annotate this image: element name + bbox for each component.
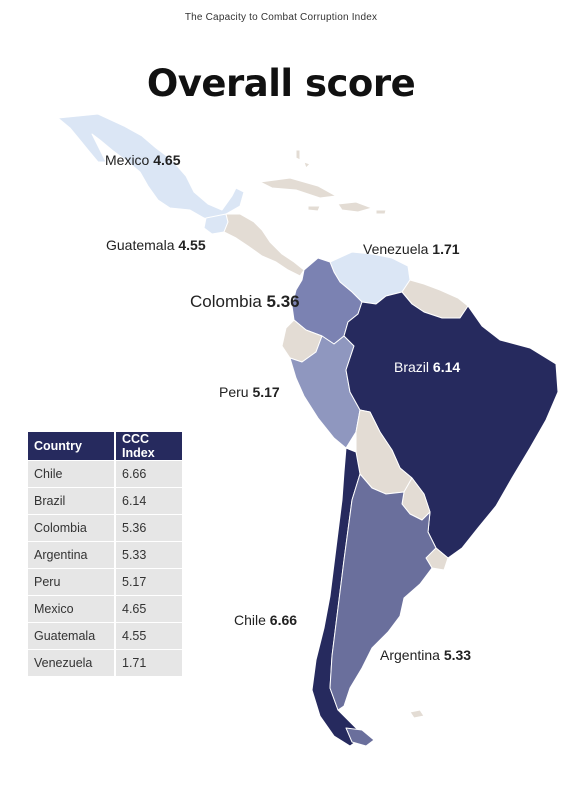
report-header-title: The Capacity to Combat Corruption Index: [184, 12, 378, 23]
region-argentina: [329, 473, 437, 711]
table-row: Guatemala 4.55: [28, 622, 182, 649]
label-brazil: Brazil 6.14: [394, 359, 460, 375]
label-brazil-name: Brazil: [394, 359, 430, 375]
ccc-index-table: Country CCC Index Chile 6.66 Brazil 6.14 C…: [28, 432, 182, 676]
label-chile-name: Chile: [234, 612, 266, 628]
label-argentina: Argentina 5.33: [380, 647, 471, 663]
table-row: Chile 6.66: [28, 460, 182, 487]
table-cell-score: 5.33: [116, 541, 182, 568]
table-row: Peru 5.17: [28, 568, 182, 595]
table-cell-score: 5.17: [116, 568, 182, 595]
label-argentina-name: Argentina: [380, 647, 440, 663]
label-colombia-name: Colombia: [190, 292, 262, 311]
region-cuba: [259, 177, 337, 199]
label-guatemala-name: Guatemala: [106, 237, 175, 253]
table-cell-score: 4.65: [116, 595, 182, 622]
label-mexico-score: 4.65: [153, 152, 181, 168]
label-chile: Chile 6.66: [234, 612, 297, 628]
region-hispaniola: [337, 201, 373, 213]
table-header-row: Country CCC Index: [28, 432, 182, 460]
label-peru: Peru 5.17: [219, 384, 280, 400]
region-bahamas: [295, 149, 311, 169]
table-row: Venezuela 1.71: [28, 649, 182, 676]
table-row: Brazil 6.14: [28, 487, 182, 514]
table-row: Colombia 5.36: [28, 514, 182, 541]
table-cell-country: Guatemala: [28, 622, 116, 649]
table-cell-score: 1.71: [116, 649, 182, 676]
label-venezuela-name: Venezuela: [363, 241, 429, 257]
label-chile-score: 6.66: [269, 612, 298, 628]
region-tierra-del-fuego: [345, 727, 375, 747]
table-cell-score: 4.55: [116, 622, 182, 649]
map-title: Overall score: [146, 62, 416, 105]
region-mexico: [57, 113, 245, 223]
table-cell-country: Peru: [28, 568, 116, 595]
label-brazil-score: 6.14: [432, 359, 461, 375]
label-colombia-score: 5.36: [266, 292, 300, 311]
label-venezuela: Venezuela 1.71: [363, 241, 460, 257]
label-peru-score: 5.17: [252, 384, 280, 400]
table-row: Mexico 4.65: [28, 595, 182, 622]
region-jamaica: [307, 205, 321, 212]
table-cell-score: 6.66: [116, 460, 182, 487]
label-colombia: Colombia 5.36: [190, 292, 300, 312]
label-argentina-score: 5.33: [443, 647, 472, 663]
table-cell-country: Argentina: [28, 541, 116, 568]
label-guatemala: Guatemala 4.55: [106, 237, 206, 253]
region-falklands: [409, 709, 425, 719]
label-mexico: Mexico 4.65: [105, 152, 181, 168]
table-row: Argentina 5.33: [28, 541, 182, 568]
table-cell-country: Brazil: [28, 487, 116, 514]
table-cell-country: Venezuela: [28, 649, 116, 676]
label-mexico-name: Mexico: [105, 152, 150, 168]
table-cell-country: Colombia: [28, 514, 116, 541]
region-central-america: [223, 213, 305, 277]
table-cell-country: Mexico: [28, 595, 116, 622]
table-cell-score: 5.36: [116, 514, 182, 541]
column-header-ccc-index: CCC Index: [116, 432, 182, 460]
table-cell-country: Chile: [28, 460, 116, 487]
table-cell-score: 6.14: [116, 487, 182, 514]
region-puerto-rico: [375, 209, 387, 215]
label-venezuela-score: 1.71: [432, 241, 460, 257]
label-guatemala-score: 4.55: [178, 237, 206, 253]
column-header-country: Country: [28, 432, 116, 460]
label-peru-name: Peru: [219, 384, 249, 400]
